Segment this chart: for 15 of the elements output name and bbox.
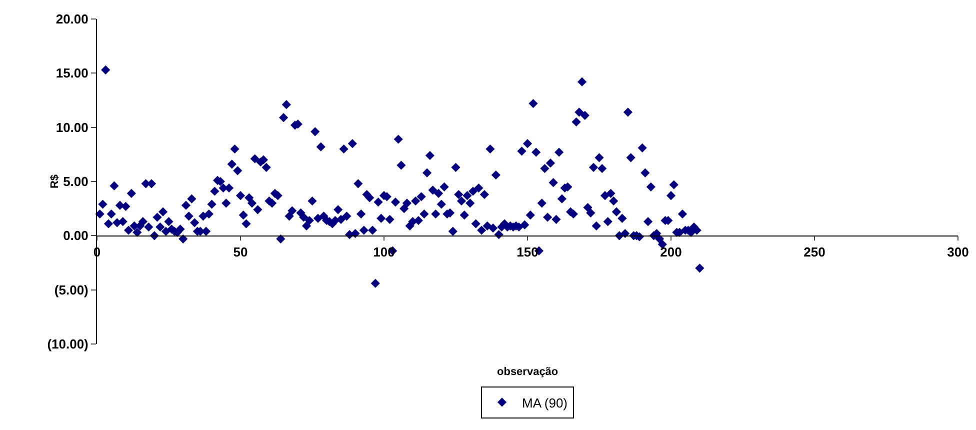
y-axis-title: R$: [49, 174, 62, 189]
y-tick-label: 15.00: [56, 66, 88, 81]
y-tick-label: 5.00: [63, 174, 88, 190]
y-tick-label: (10.00): [47, 336, 88, 352]
y-tick-label: 20.00: [56, 12, 88, 27]
legend-label: MA (90): [522, 395, 568, 410]
y-tick-label: 0.00: [63, 228, 88, 244]
x-tick-label: 150: [516, 244, 538, 260]
x-axis-title: observação: [497, 366, 558, 378]
x-tick-label: 50: [233, 244, 248, 260]
y-tick-label: (5.00): [54, 282, 88, 298]
y-tick-label: 10.00: [56, 120, 88, 135]
x-tick-label: 250: [804, 244, 826, 260]
x-tick-label: 200: [660, 244, 682, 260]
x-tick-label: 300: [947, 244, 969, 260]
